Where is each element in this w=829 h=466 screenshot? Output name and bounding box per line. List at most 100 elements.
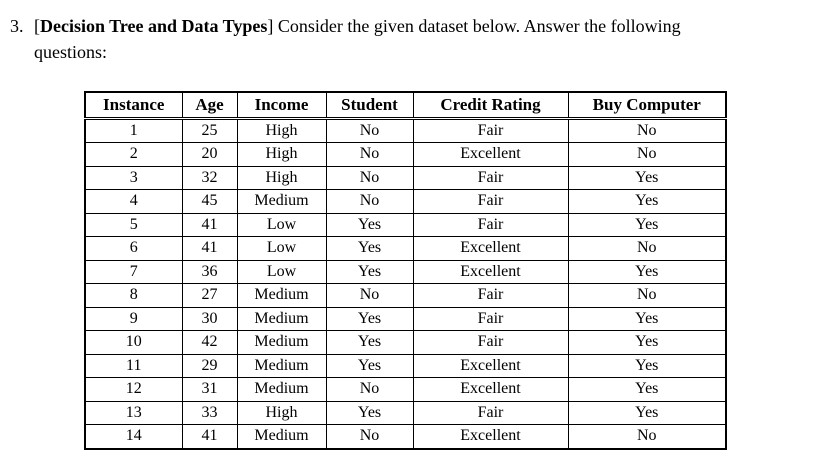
table-row: 6 41 Low Yes Excellent No <box>84 236 727 261</box>
table-cell: 20 <box>181 142 238 167</box>
table-cell: 2 <box>84 142 183 167</box>
table-cell: 4 <box>84 189 183 214</box>
dataset-table: Instance Age Income Student Credit Rating Buy… <box>84 91 727 450</box>
question-title: Decision Tree and Data Types <box>40 16 268 36</box>
table-cell: Medium <box>236 353 327 378</box>
table-cell: 10 <box>84 330 183 355</box>
table-cell: No <box>325 283 414 308</box>
table-cell: Fair <box>412 306 569 331</box>
table-cell: No <box>567 283 727 308</box>
table-cell: Low <box>236 212 327 237</box>
table-cell: Yes <box>325 330 414 355</box>
table-cell: 41 <box>181 424 238 449</box>
table-row: 7 36 Low Yes Excellent Yes <box>84 259 727 284</box>
column-header: Credit Rating <box>412 91 569 120</box>
column-header: Instance <box>84 91 183 120</box>
table-cell: Medium <box>236 189 327 214</box>
table-cell: Medium <box>236 283 327 308</box>
table-cell: Low <box>236 236 327 261</box>
table-cell: High <box>236 400 327 425</box>
table-cell: No <box>325 377 414 402</box>
table-cell: 1 <box>84 117 183 143</box>
table-cell: Yes <box>567 306 727 331</box>
table-cell: Yes <box>567 165 727 190</box>
table-cell: No <box>325 142 414 167</box>
table-row: 12 31 Medium No Excellent Yes <box>84 377 727 402</box>
table-cell: Fair <box>412 165 569 190</box>
table-cell: Fair <box>412 330 569 355</box>
table-cell: High <box>236 142 327 167</box>
table-cell: 3 <box>84 165 183 190</box>
table-cell: Yes <box>325 236 414 261</box>
table-cell: 9 <box>84 306 183 331</box>
table-cell: No <box>567 424 727 449</box>
column-header: Buy Computer <box>567 91 727 120</box>
table-cell: 5 <box>84 212 183 237</box>
question-number: 3. <box>10 16 24 36</box>
table-cell: Yes <box>325 400 414 425</box>
table-cell: Yes <box>325 259 414 284</box>
question-text: [Decision Tree and Data Types] Consider … <box>34 13 829 65</box>
question-block: 3. [Decision Tree and Data Types] Consid… <box>10 13 829 65</box>
table-cell: Medium <box>236 306 327 331</box>
table-cell: 29 <box>181 353 238 378</box>
open-bracket: [ <box>34 16 40 36</box>
table-cell: 41 <box>181 212 238 237</box>
table-cell: 41 <box>181 236 238 261</box>
table-cell: 31 <box>181 377 238 402</box>
table-row: 1 25 High No Fair No <box>84 117 727 143</box>
table-cell: Yes <box>567 189 727 214</box>
table-cell: 25 <box>181 117 238 143</box>
question-body-line2: questions: <box>34 42 108 62</box>
table-cell: 14 <box>84 424 183 449</box>
table-cell: No <box>325 424 414 449</box>
table-cell: No <box>325 117 414 143</box>
table-cell: Excellent <box>412 424 569 449</box>
table-cell: No <box>567 117 727 143</box>
table-cell: 30 <box>181 306 238 331</box>
table-row: 5 41 Low Yes Fair Yes <box>84 212 727 237</box>
table-cell: 32 <box>181 165 238 190</box>
table-row: 14 41 Medium No Excellent No <box>84 424 727 449</box>
table-cell: 8 <box>84 283 183 308</box>
table-cell: 27 <box>181 283 238 308</box>
table-cell: Medium <box>236 377 327 402</box>
table-row: 3 32 High No Fair Yes <box>84 165 727 190</box>
table-cell: Medium <box>236 330 327 355</box>
table-cell: 45 <box>181 189 238 214</box>
table-cell: 6 <box>84 236 183 261</box>
close-bracket: ] <box>267 16 274 36</box>
table-cell: Fair <box>412 212 569 237</box>
table-cell: High <box>236 117 327 143</box>
table-cell: Medium <box>236 424 327 449</box>
table-cell: Fair <box>412 117 569 143</box>
table-row: 11 29 Medium Yes Excellent Yes <box>84 353 727 378</box>
table-cell: Excellent <box>412 142 569 167</box>
table-row: 9 30 Medium Yes Fair Yes <box>84 306 727 331</box>
table-cell: Fair <box>412 189 569 214</box>
table-cell: Fair <box>412 400 569 425</box>
table-body: 1 25 High No Fair No 2 20 High No Excellent No 3 32 Hi… <box>84 117 727 449</box>
table-header-row: Instance Age Income Student Credit Rating Buy… <box>84 91 727 120</box>
table-cell: Yes <box>567 400 727 425</box>
table-cell: 36 <box>181 259 238 284</box>
table-cell: 42 <box>181 330 238 355</box>
table-cell: Low <box>236 259 327 284</box>
table-row: 13 33 High Yes Fair Yes <box>84 400 727 425</box>
table-cell: Yes <box>567 212 727 237</box>
table-cell: Yes <box>325 353 414 378</box>
table-cell: High <box>236 165 327 190</box>
column-header: Student <box>325 91 414 120</box>
table-cell: Yes <box>567 330 727 355</box>
table-row: 4 45 Medium No Fair Yes <box>84 189 727 214</box>
table-cell: Excellent <box>412 259 569 284</box>
table-row: 10 42 Medium Yes Fair Yes <box>84 330 727 355</box>
table-cell: Excellent <box>412 353 569 378</box>
table-cell: 13 <box>84 400 183 425</box>
table-row: 8 27 Medium No Fair No <box>84 283 727 308</box>
column-header: Income <box>236 91 327 120</box>
table-cell: Excellent <box>412 236 569 261</box>
table-cell: Fair <box>412 283 569 308</box>
table-cell: Excellent <box>412 377 569 402</box>
table-cell: No <box>567 236 727 261</box>
